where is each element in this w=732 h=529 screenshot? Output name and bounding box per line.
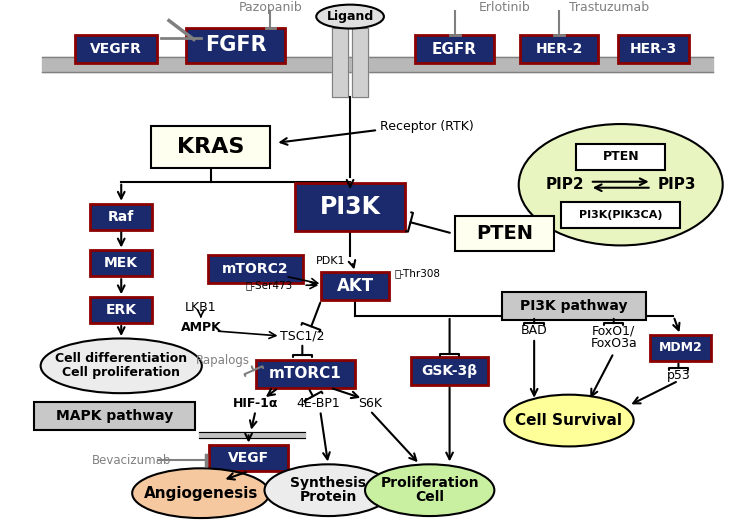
Text: HER-3: HER-3 [630, 42, 677, 57]
FancyBboxPatch shape [209, 445, 288, 471]
FancyBboxPatch shape [209, 256, 303, 283]
Text: Raf: Raf [108, 209, 135, 224]
Text: VEGF: VEGF [228, 451, 269, 466]
Text: LKB1: LKB1 [185, 300, 217, 314]
Text: PDK1: PDK1 [315, 257, 345, 266]
Text: PI3K(PIK3CA): PI3K(PIK3CA) [579, 209, 662, 220]
Text: MEK: MEK [104, 257, 138, 270]
FancyBboxPatch shape [90, 250, 152, 276]
Text: KRAS: KRAS [177, 137, 244, 157]
Text: Angiogenesis: Angiogenesis [143, 486, 258, 500]
Ellipse shape [264, 464, 392, 516]
Text: PIP2: PIP2 [545, 177, 584, 192]
Text: Ligand: Ligand [326, 10, 374, 23]
Text: FoxO1/: FoxO1/ [592, 324, 635, 338]
Text: Cell proliferation: Cell proliferation [62, 366, 180, 379]
Ellipse shape [316, 5, 384, 29]
Text: Proliferation: Proliferation [381, 476, 479, 490]
Text: S6K: S6K [358, 397, 382, 410]
Text: Ⓟ-Ser473: Ⓟ-Ser473 [245, 280, 292, 290]
Text: PI3K: PI3K [320, 195, 381, 218]
FancyBboxPatch shape [186, 28, 285, 63]
Text: Cell Survival: Cell Survival [515, 413, 622, 428]
Text: GSK-3β: GSK-3β [422, 364, 478, 378]
Text: Erlotinib: Erlotinib [479, 1, 530, 14]
FancyBboxPatch shape [75, 35, 157, 63]
Text: PTEN: PTEN [602, 150, 639, 163]
Text: FoxO3a: FoxO3a [591, 338, 637, 350]
Text: mTORC2: mTORC2 [223, 262, 289, 276]
FancyBboxPatch shape [576, 144, 665, 170]
Text: FGFR: FGFR [205, 35, 266, 56]
Text: AKT: AKT [337, 277, 373, 295]
FancyBboxPatch shape [34, 402, 195, 430]
Text: EGFR: EGFR [432, 42, 477, 57]
Text: p53: p53 [667, 369, 690, 382]
Text: Receptor (RTK): Receptor (RTK) [380, 120, 474, 133]
Text: PIP3: PIP3 [657, 177, 695, 192]
Text: PTEN: PTEN [476, 224, 533, 243]
Ellipse shape [41, 339, 202, 393]
Text: Cell differentiation: Cell differentiation [55, 352, 187, 366]
Text: MAPK pathway: MAPK pathway [56, 408, 173, 423]
FancyBboxPatch shape [618, 35, 690, 63]
Text: Cell: Cell [415, 490, 444, 504]
Text: PI3K pathway: PI3K pathway [520, 299, 628, 313]
FancyBboxPatch shape [90, 204, 152, 230]
FancyBboxPatch shape [502, 292, 646, 320]
FancyBboxPatch shape [415, 35, 494, 63]
FancyBboxPatch shape [520, 35, 598, 63]
Ellipse shape [504, 395, 634, 446]
Text: Rapalogs: Rapalogs [195, 354, 250, 367]
FancyBboxPatch shape [561, 202, 681, 227]
FancyBboxPatch shape [255, 360, 355, 388]
Text: ERK: ERK [105, 303, 137, 317]
Text: TSC1/2: TSC1/2 [280, 330, 324, 342]
FancyBboxPatch shape [455, 216, 554, 251]
Text: 4E-BP1: 4E-BP1 [296, 397, 340, 410]
Text: Bevacizumab: Bevacizumab [92, 454, 171, 467]
Text: mTORC1: mTORC1 [269, 366, 342, 381]
Ellipse shape [365, 464, 494, 516]
FancyBboxPatch shape [411, 357, 488, 385]
FancyBboxPatch shape [151, 126, 271, 168]
Text: Trastuzumab: Trastuzumab [569, 1, 649, 14]
Text: AMPK: AMPK [181, 321, 221, 333]
Text: HER-2: HER-2 [535, 42, 583, 57]
Text: Pazopanib: Pazopanib [239, 1, 302, 14]
Text: MDM2: MDM2 [659, 341, 702, 354]
FancyBboxPatch shape [321, 272, 389, 300]
FancyBboxPatch shape [649, 335, 712, 361]
Text: HIF-1α: HIF-1α [233, 397, 278, 410]
Text: Protein: Protein [299, 490, 357, 504]
Ellipse shape [132, 468, 269, 518]
Text: Ⓟ-Thr308: Ⓟ-Thr308 [395, 268, 441, 278]
Text: VEGFR: VEGFR [90, 42, 142, 57]
Text: BAD: BAD [520, 324, 548, 338]
Text: Synthesis: Synthesis [290, 476, 366, 490]
FancyBboxPatch shape [90, 297, 152, 323]
Ellipse shape [519, 124, 722, 245]
FancyBboxPatch shape [295, 183, 405, 231]
